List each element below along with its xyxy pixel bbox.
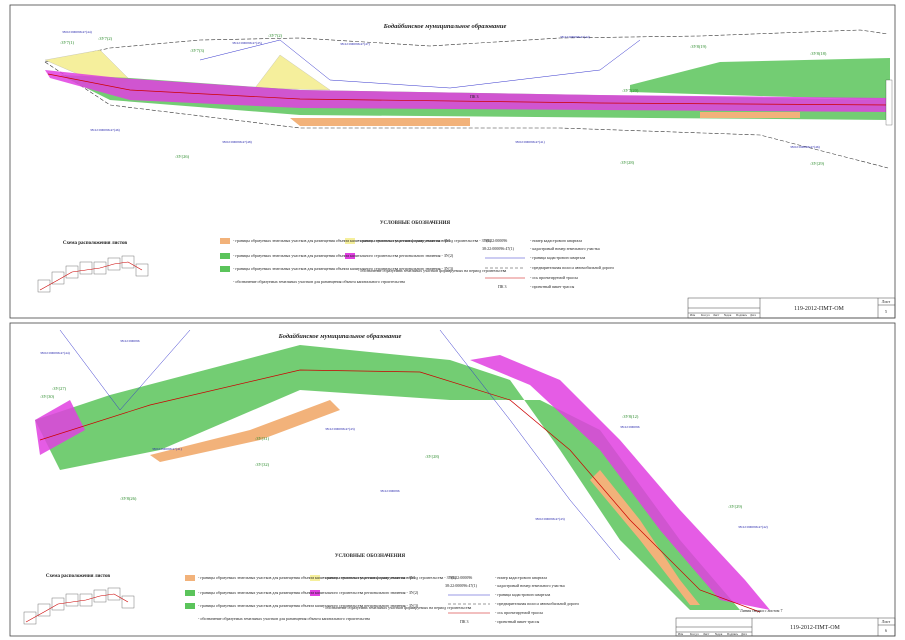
parcel-label: :ЗУ7(20) [622,88,639,93]
stamp-cell: Изм [690,313,695,317]
parcel-label: :ЗУ(29) [728,504,743,509]
stamp: Изм Кол.уч Лист №док Подпись Дата [678,632,748,636]
drawing-code: 119-2012-ПМТ-ОМ [790,625,840,631]
sheet-title: Бодайбинское муниципальное образование [278,333,402,340]
match-line-label: Линия сводки с листом 7 [740,608,782,613]
stamp-cell: Кол.уч [690,632,699,636]
parcel-label: :ЗУ(29) [810,161,825,166]
sheet-2: Бодайбинское муниципальное образование 3… [9,322,896,637]
stamp-cell: Дата [741,632,748,636]
stamp-cell: Изм [678,632,683,636]
stamp-cell: №док [724,313,732,317]
parcel-label: 38:22:000096:47(43) [325,427,356,431]
parcel-label: :ЗУ(26) [175,154,190,159]
parcel-label: 38:02:000096:47(43) [535,517,566,521]
legend-text: 38:22:000096:47(1) [482,246,515,251]
parcel-label: :ЗУ8(19) [690,44,707,49]
legend-text: - номер кадастрового квартала [495,575,547,580]
legend-text: - номер кадастрового квартала [530,238,582,243]
legend-text: ПК 3 [460,619,469,624]
legend-text: - проектный пикет трассы [495,619,540,624]
parcel-label: 38:22:000096:47(47) [340,42,371,46]
sheet-label: Лист [882,619,891,624]
legend-text: - проектный пикет трассы [530,284,575,289]
parcel-label: 38:22:000096:47(46) [90,128,121,132]
scheme-title: Схема расположения листов [63,241,127,246]
parcel-label: :ЗУ(27) [52,386,67,391]
legend-text: - границы образуемых земельных участков … [233,266,454,271]
legend-title: УСЛОВНЫЕ ОБОЗНАЧЕНИЯ [335,554,406,559]
legend-text: - обозначение образуемых земельных участ… [323,605,471,610]
legend-text: - границы земельных участков формируемых… [323,575,457,580]
stamp: Изм Кол.уч Лист №док Подпись Дата [690,313,757,317]
legend-text: - границы образуемых земельных участков … [233,238,451,243]
legend-text: 38:22:000096 [485,238,507,243]
legend-text: 38:22:000096:47(1) [445,583,478,588]
stamp-cell: Дата [750,313,757,317]
parcel-label: :ЗУ(32) [255,462,270,467]
parcel-label: :ЗУ7(1) [60,40,75,45]
legend-text: - ось проектируемой трассы [495,610,543,615]
picket-label: ПК 3 [470,94,479,99]
parcel-label: 38:02:000096:47(48) [222,140,253,144]
legend-text: - ось проектируемой трассы [530,275,578,280]
stamp-cell: Подпись [736,313,748,317]
parcel-label: :ЗУ8(12) [622,414,639,419]
parcel-label: :ЗУ(31) [255,436,270,441]
stamp-cell: Лист [703,632,710,636]
parcel-label: :ЗУ7(2) [98,36,113,41]
parcel-label: 38:02:000096:47(41) [515,140,546,144]
legend-text: - кадастровый номер земельного участка [530,246,600,251]
stamp-cell: №док [715,632,723,636]
parcel-label: 38:02:000096:47(44) [62,30,93,34]
legend-text: - предварительная полоса автомобильной д… [495,601,580,606]
legend-text: - обозначение образуемых земельных участ… [233,279,405,284]
parcel-label: :ЗУ7(2) [268,33,283,38]
parcel-label: 38:22:000096 [620,425,640,429]
legend-text: - границы земельных участков формируемых… [358,238,492,243]
parcel-label: :ЗУ8(26) [120,496,137,501]
parcel-label: 38:22:000096 [120,339,140,343]
sheet-number: 6 [885,628,887,633]
scheme-title: Схема расположения листов [46,574,110,579]
parcel-label: 38:02:000096:47(41) [152,447,183,451]
parcel-label: :ЗУ8(18) [810,51,827,56]
parcel-label: :ЗУ(28) [620,160,635,165]
legend-title: УСЛОВНЫЕ ОБОЗНАЧЕНИЯ [380,221,451,226]
sheet-number: 5 [885,309,887,314]
stamp-cell: Лист [713,313,720,317]
stamp-cell: Кол.уч [701,313,710,317]
legend-text: - обозначение образуемых земельных участ… [198,616,370,621]
legend-text: - границы образуемых земельных участков … [198,575,416,580]
legend-text: ПК 3 [498,284,507,289]
legend-text: - граница кадастрового квартала [530,255,585,260]
legend-text: 38:22:000096 [450,575,472,580]
parcel-label: :ЗУ(30) [40,394,55,399]
legend-text: - граница кадастрового квартала [495,592,550,597]
parcel-label: :ЗУ7(3) [190,48,205,53]
sheet-label: Лист [882,299,891,304]
parcel-label: 38:02:000096:47(46) [790,145,821,149]
parcel-label: 38:22:000096:47(45) [232,41,263,45]
drawing-code: 119-2012-ПМТ-ОМ [794,306,844,312]
legend-text: - кадастровый номер земельного участка [495,583,565,588]
legend-text: - границы образуемых земельных участков … [233,253,454,258]
parcel-label: 38:22:000096:47(42) [560,35,591,39]
legend-text: - предварительная полоса автомобильной д… [530,265,615,270]
legend-text: - обозначение образуемых земельных участ… [358,268,506,273]
parcel-label: :ЗУ(28) [425,454,440,459]
sheet-1: Бодайбинское муниципальное образование 3… [9,4,896,319]
parcel-label: 38:22:000096 [380,489,400,493]
parcel-label: 38:02:000096:47(44) [40,351,71,355]
parcel-label: 38:22:000096:47(42) [738,525,769,529]
legend-text: - границы образуемых земельных участков … [198,603,419,608]
stamp-cell: Подпись [727,632,739,636]
sheet-title: Бодайбинское муниципальное образование [383,23,507,30]
legend-text: - границы образуемых земельных участков … [198,590,419,595]
